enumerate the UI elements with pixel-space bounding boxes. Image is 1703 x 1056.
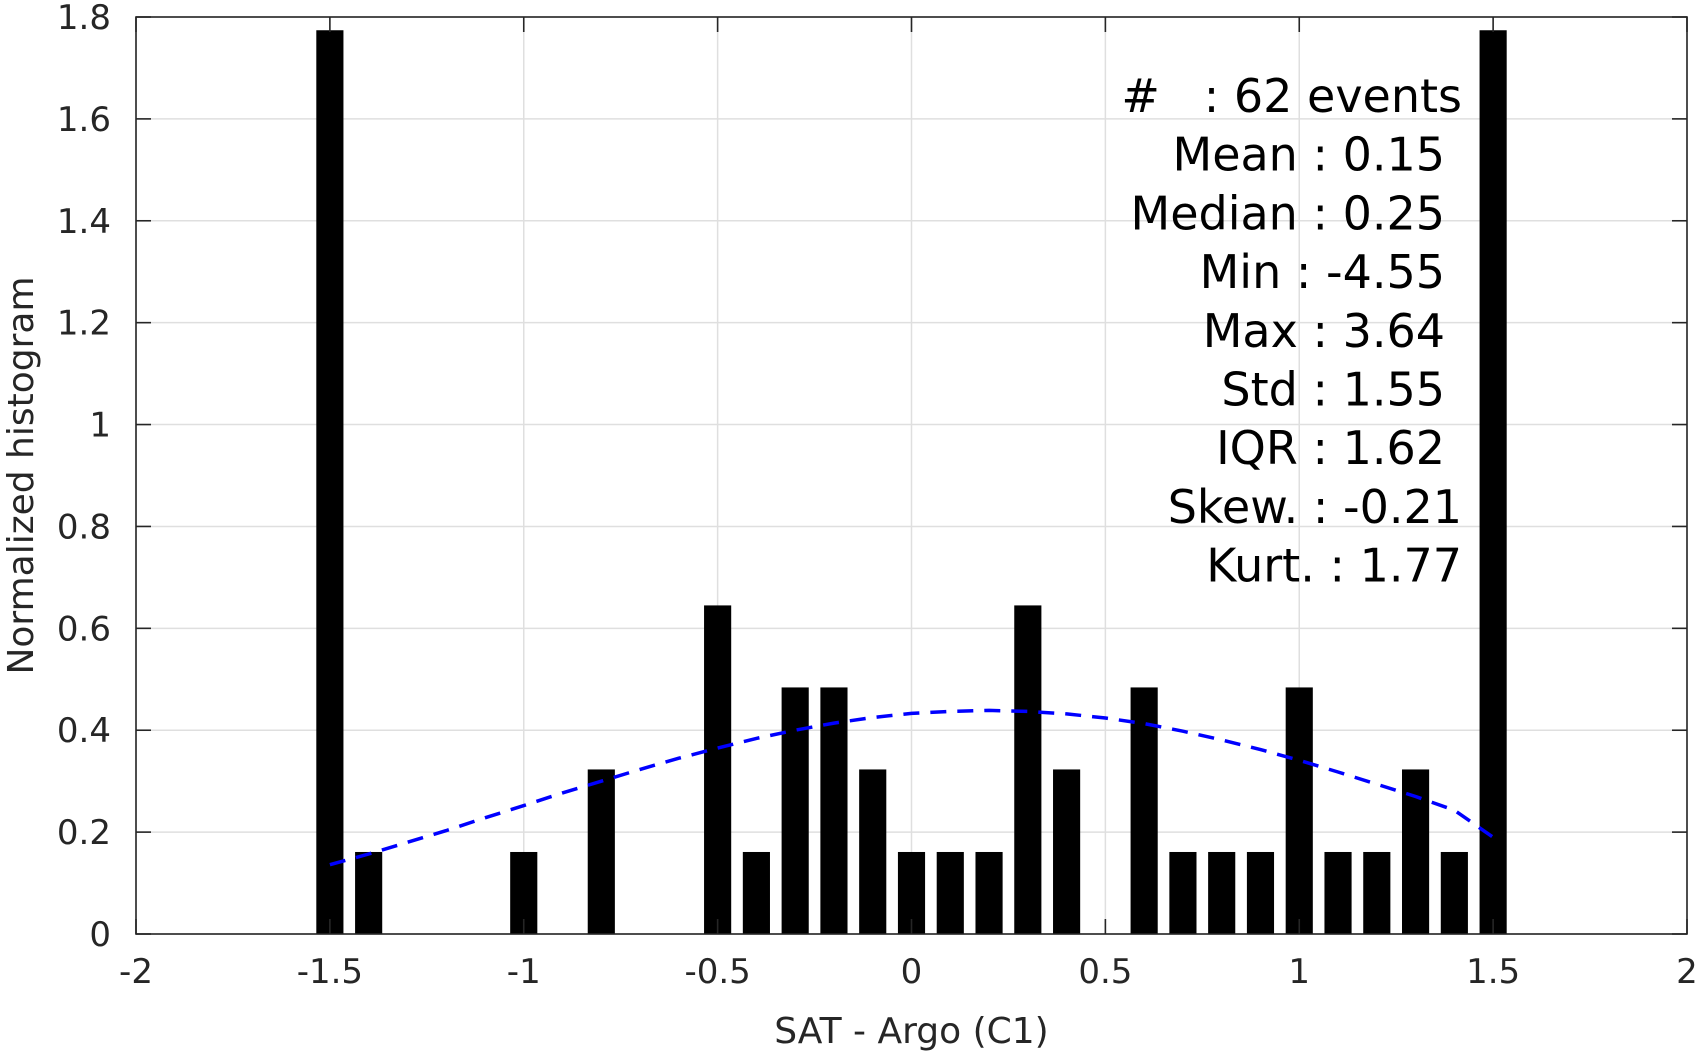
y-tick-label: 1.8	[57, 0, 111, 38]
histogram-bar	[1246, 851, 1275, 934]
x-tick-label: 0.5	[1078, 952, 1132, 992]
stats-line: Min : -4.55	[1200, 245, 1445, 299]
histogram-bar	[704, 605, 732, 934]
histogram-bar	[1440, 851, 1468, 934]
y-tick-label: 0.4	[57, 711, 111, 751]
x-axis-label: SAT - Argo (C1)	[774, 1011, 1048, 1052]
x-tick-label: 0	[901, 952, 923, 992]
histogram-bars	[316, 30, 1507, 935]
histogram-bar	[1363, 851, 1391, 934]
stats-line: # : 62 events	[1121, 69, 1462, 123]
histogram-bar	[1479, 30, 1507, 935]
stats-line: IQR : 1.62	[1216, 421, 1445, 475]
x-tick-label: 1.5	[1466, 952, 1520, 992]
histogram-bar	[587, 769, 615, 934]
histogram-bar	[859, 769, 887, 934]
histogram-bar	[1285, 687, 1313, 934]
y-tick-label: 0.2	[57, 813, 111, 853]
histogram-bar	[1130, 687, 1158, 934]
x-tick-label: 1	[1288, 952, 1310, 992]
y-tick-label: 1.2	[57, 304, 111, 344]
histogram-bar	[742, 851, 770, 934]
y-axis-label: Normalized histogram	[1, 276, 42, 674]
stats-line: Std : 1.55	[1221, 363, 1445, 417]
y-tick-label: 0	[89, 915, 111, 955]
histogram-bar	[316, 30, 344, 935]
stats-line: Max : 3.64	[1203, 304, 1445, 358]
y-tick-labels: 0 0.2 0.4 0.6 0.8 1 1.2 1.4 1.6 1.8	[57, 0, 111, 955]
stats-line: Skew. : -0.21	[1168, 480, 1462, 534]
y-tick-label: 0.6	[57, 609, 111, 649]
y-tick-label: 1.4	[57, 202, 111, 242]
stats-line: Kurt. : 1.77	[1206, 539, 1462, 593]
x-tick-labels: -2 -1.5 -1 -0.5 0 0.5 1 1.5 2	[119, 952, 1698, 992]
stats-line: Mean : 0.15	[1173, 128, 1446, 182]
histogram-bar	[1208, 851, 1236, 934]
grid	[135, 16, 1688, 935]
histogram-bar	[1014, 605, 1042, 934]
histogram-bar	[975, 851, 1003, 934]
histogram-bar	[1324, 851, 1352, 934]
x-tick-label: -1	[507, 952, 541, 992]
y-tick-label: 1.6	[57, 100, 111, 140]
histogram-bar	[820, 687, 848, 934]
x-tick-label: -2	[119, 952, 153, 992]
histogram-bar	[936, 851, 964, 934]
stats-line: Median : 0.25	[1131, 186, 1445, 240]
histogram-bar	[355, 851, 383, 934]
y-tick-label: 0.8	[57, 507, 111, 547]
histogram-bar	[1053, 769, 1081, 934]
histogram-bar	[781, 687, 809, 934]
y-tick-label: 1	[89, 406, 111, 446]
histogram-bar	[1169, 851, 1197, 934]
x-tick-label: -1.5	[297, 952, 363, 992]
axis-ticks	[135, 16, 1688, 935]
x-tick-label: -0.5	[684, 952, 750, 992]
normal-fit-curve	[329, 708, 1495, 867]
x-tick-label: 2	[1676, 952, 1698, 992]
